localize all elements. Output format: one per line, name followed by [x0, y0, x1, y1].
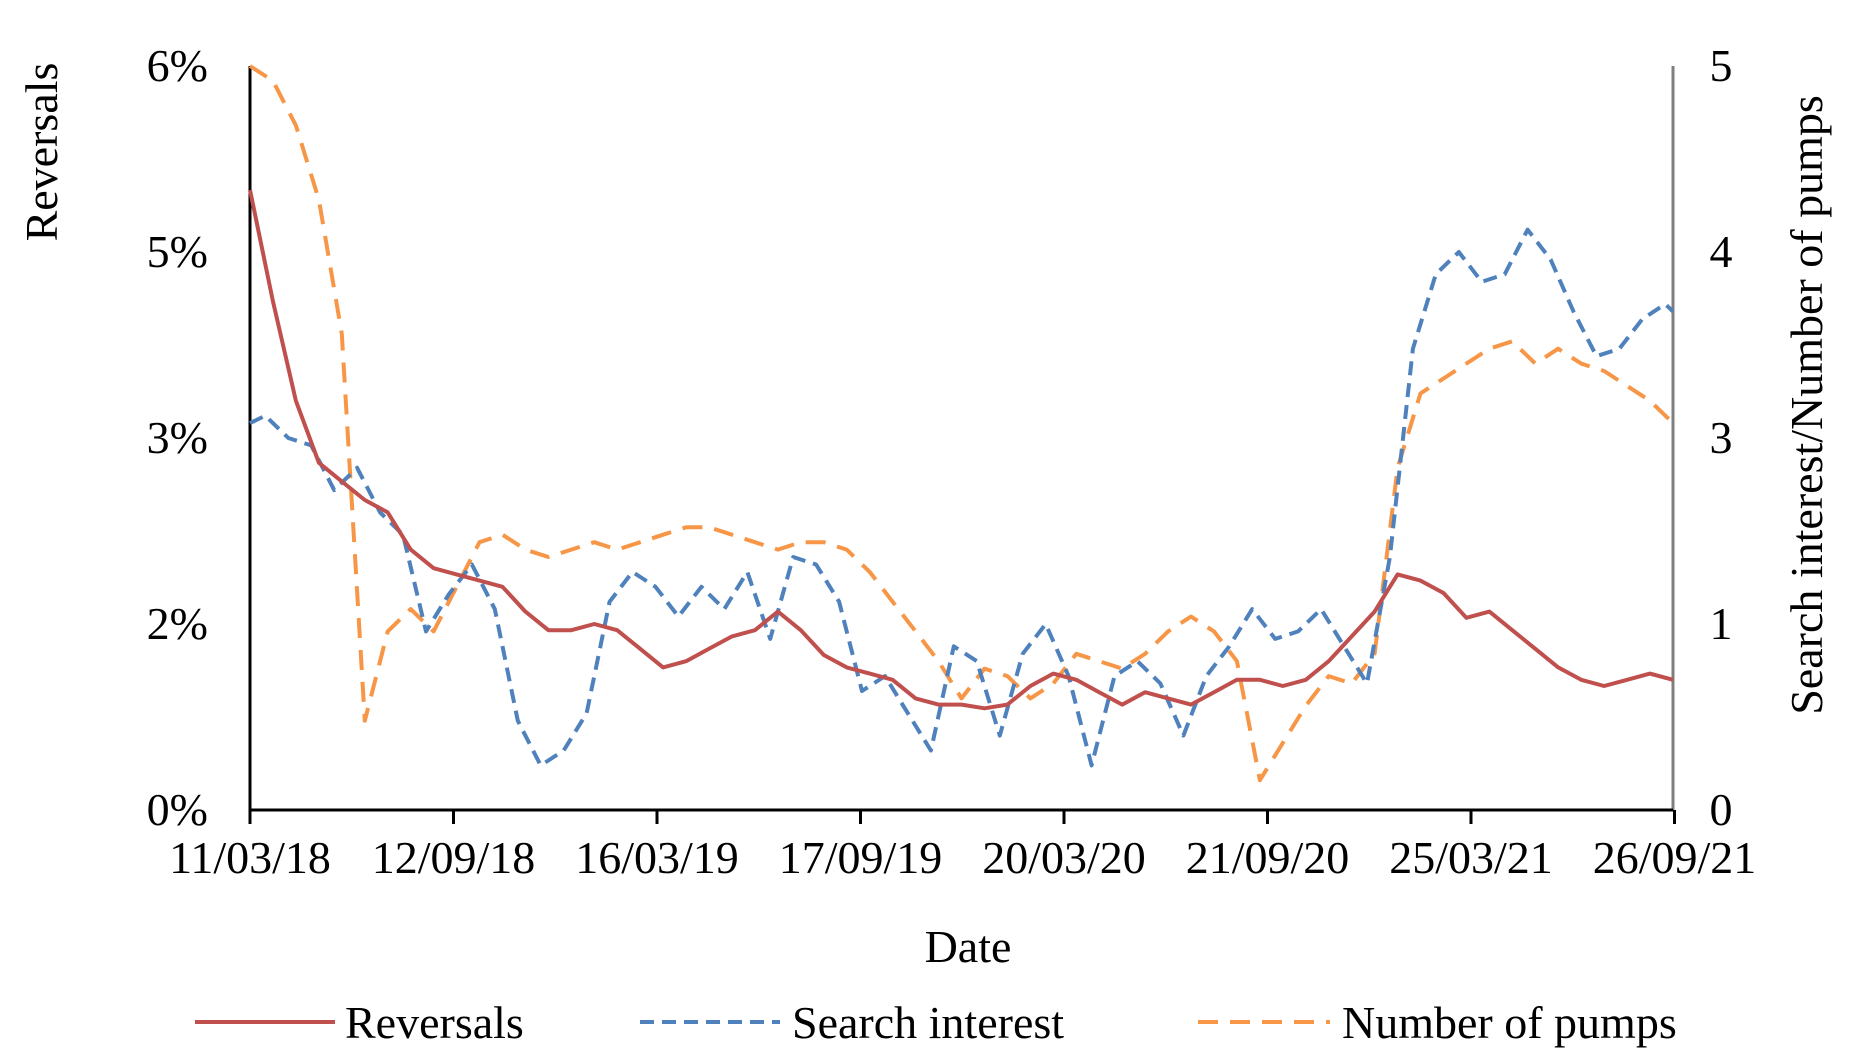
series-line-number-of-pumps	[248, 64, 1675, 783]
y-right-axis-title: Search interest/Number of pumps	[1781, 95, 1832, 715]
series-line-reversals	[248, 189, 1674, 711]
y-right-tick-label: 0	[1710, 784, 1733, 835]
x-tick-label: 20/03/20	[982, 832, 1146, 883]
y-left-tick-label: 5%	[147, 226, 208, 277]
y-left-tick-label: 0%	[147, 784, 208, 835]
y-right-tick-label: 3	[1710, 412, 1733, 463]
x-tick-label: 17/09/19	[779, 832, 943, 883]
x-tick-label: 21/09/20	[1186, 832, 1350, 883]
left-axis-title: Reversals	[16, 63, 67, 242]
x-ticks: 11/03/18 12/09/18 16/03/19 17/09/19 20/03/20…	[169, 810, 1756, 883]
y-right-ticks: 0 1 3 4 5	[1710, 40, 1733, 835]
x-tick-label: 12/09/18	[372, 832, 536, 883]
y-right-tick-label: 4	[1710, 226, 1733, 277]
x-tick-label: 16/03/19	[575, 832, 739, 883]
y-left-tick-label: 3%	[147, 412, 208, 463]
y-left-ticks: 0% 2% 3% 5% 6%	[147, 40, 208, 835]
x-tick-label: 25/03/21	[1389, 832, 1553, 883]
legend-label-search-interest: Search interest	[792, 997, 1064, 1048]
y-right-tick-label: 5	[1710, 40, 1733, 91]
series-line-search-interest	[249, 227, 1675, 768]
legend-label-number-of-pumps: Number of pumps	[1342, 997, 1677, 1048]
right-axis-title: Search interest/Number of pumps	[1781, 95, 1832, 715]
y-left-axis-title: Reversals	[16, 63, 67, 242]
y-left-tick-label: 2%	[147, 598, 208, 649]
legend-label-reversals: Reversals	[345, 997, 524, 1048]
x-tick-label: 26/09/21	[1593, 832, 1757, 883]
legend: Reversals Search interest Number of pump…	[195, 997, 1677, 1048]
y-right-tick-label: 1	[1710, 598, 1733, 649]
series-layer	[248, 64, 1675, 783]
x-axis-title: Date	[925, 921, 1012, 972]
y-left-tick-label: 6%	[147, 40, 208, 91]
x-tick-label: 11/03/18	[169, 832, 331, 883]
